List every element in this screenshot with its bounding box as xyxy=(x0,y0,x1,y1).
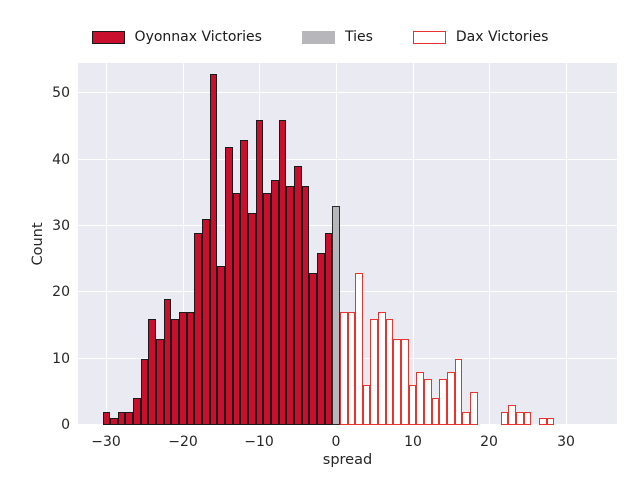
gridline-y-50 xyxy=(78,92,617,93)
y-tick-label-40: 40 xyxy=(52,152,70,168)
bar-dax-victories-x4 xyxy=(363,385,370,425)
bar-dax-victories-x3 xyxy=(355,273,363,425)
x-tick-label-30: 30 xyxy=(557,434,575,450)
legend-label: Oyonnax Victories xyxy=(134,29,262,45)
x-axis-label: spread xyxy=(322,452,373,468)
bar-dax-victories-x18 xyxy=(470,392,478,425)
bar-oyonnax-victories-x-14 xyxy=(225,147,233,425)
bar-dax-victories-x28 xyxy=(547,418,554,425)
bar-oyonnax-victories-x-10 xyxy=(256,120,263,425)
legend-label: Dax Victories xyxy=(455,29,549,45)
bar-dax-victories-x23 xyxy=(508,405,516,425)
legend-swatch-ties xyxy=(301,30,335,44)
bar-dax-victories-x8 xyxy=(393,339,401,425)
bar-dax-victories-x7 xyxy=(386,319,393,425)
bar-oyonnax-victories-x-15 xyxy=(217,266,225,425)
gridline-y-30 xyxy=(78,225,617,226)
bar-dax-victories-x16 xyxy=(455,359,462,425)
y-tick-label-0: 0 xyxy=(61,417,70,433)
bar-oyonnax-victories-x-1 xyxy=(325,233,332,425)
bar-dax-victories-x2 xyxy=(348,312,355,425)
bar-oyonnax-victories-x-12 xyxy=(240,140,248,425)
bar-oyonnax-victories-x-17 xyxy=(202,219,210,425)
bar-oyonnax-victories-x-6 xyxy=(286,186,294,425)
bar-dax-victories-x9 xyxy=(401,339,409,425)
bar-oyonnax-victories-x-22 xyxy=(164,299,171,425)
bar-oyonnax-victories-x-5 xyxy=(294,166,302,425)
gridline-x-30 xyxy=(566,63,567,425)
bar-oyonnax-victories-x-23 xyxy=(156,339,164,425)
bar-oyonnax-victories-x-26 xyxy=(133,398,141,425)
gridline-x--20 xyxy=(183,63,184,425)
bar-dax-victories-x11 xyxy=(416,372,424,425)
bar-dax-victories-x10 xyxy=(409,385,416,425)
x-tick-label-10: 10 xyxy=(404,434,422,450)
bar-oyonnax-victories-x-19 xyxy=(187,312,194,425)
bar-oyonnax-victories-x-13 xyxy=(233,193,240,425)
legend-item-ties: Ties xyxy=(301,27,373,47)
bar-ties-x0 xyxy=(332,206,340,425)
y-tick-label-10: 10 xyxy=(52,351,70,367)
bar-dax-victories-x25 xyxy=(524,412,531,425)
bar-oyonnax-victories-x-29 xyxy=(110,418,118,425)
x-tick-label-0: 0 xyxy=(331,434,341,450)
bar-oyonnax-victories-x-9 xyxy=(263,193,271,425)
bar-dax-victories-x27 xyxy=(539,418,547,425)
bar-dax-victories-x17 xyxy=(462,412,470,425)
gridline-y-40 xyxy=(78,159,617,160)
bar-oyonnax-victories-x-18 xyxy=(194,233,202,425)
legend-swatch-dax-victories xyxy=(412,30,446,44)
bar-dax-victories-x14 xyxy=(439,379,447,425)
legend-swatch-oyonnax-victories xyxy=(91,30,125,44)
bar-dax-victories-x5 xyxy=(370,319,378,425)
bar-dax-victories-x15 xyxy=(447,372,455,425)
gridline-y-20 xyxy=(78,291,617,292)
bar-oyonnax-victories-x-7 xyxy=(279,120,286,425)
gridline-x-20 xyxy=(489,63,490,425)
gridline-x-10 xyxy=(413,63,414,425)
bar-oyonnax-victories-x-20 xyxy=(179,312,187,425)
bar-dax-victories-x1 xyxy=(340,312,348,425)
bar-oyonnax-victories-x-25 xyxy=(141,359,148,425)
bar-oyonnax-victories-x-2 xyxy=(317,253,325,425)
x-tick-label--30: −30 xyxy=(91,434,121,450)
legend-item-oyonnax-victories: Oyonnax Victories xyxy=(91,27,262,47)
x-tick-label--10: −10 xyxy=(244,434,274,450)
bar-oyonnax-victories-x-3 xyxy=(309,273,317,425)
bar-oyonnax-victories-x-11 xyxy=(248,213,256,425)
bar-oyonnax-victories-x-8 xyxy=(271,180,279,425)
bar-dax-victories-x13 xyxy=(432,398,439,425)
bar-oyonnax-victories-x-28 xyxy=(118,412,125,425)
bar-oyonnax-victories-x-21 xyxy=(171,319,179,425)
legend-label: Ties xyxy=(344,29,373,45)
plot-area xyxy=(78,63,617,425)
gridline-x--30 xyxy=(106,63,107,425)
bar-oyonnax-victories-x-4 xyxy=(302,186,309,425)
legend: Oyonnax Victories Ties Dax Victories xyxy=(0,26,640,48)
x-tick-label-20: 20 xyxy=(480,434,498,450)
bar-oyonnax-victories-x-30 xyxy=(103,412,110,425)
legend-item-dax-victories: Dax Victories xyxy=(412,27,549,47)
bar-dax-victories-x24 xyxy=(516,412,524,425)
y-tick-label-50: 50 xyxy=(52,85,70,101)
y-tick-label-30: 30 xyxy=(52,218,70,234)
bar-dax-victories-x6 xyxy=(378,312,386,425)
bar-oyonnax-victories-x-16 xyxy=(210,74,217,425)
bar-dax-victories-x22 xyxy=(501,412,508,425)
bar-oyonnax-victories-x-24 xyxy=(148,319,156,425)
x-tick-label--20: −20 xyxy=(168,434,198,450)
y-tick-label-20: 20 xyxy=(52,284,70,300)
bar-oyonnax-victories-x-27 xyxy=(125,412,133,425)
bar-dax-victories-x12 xyxy=(424,379,432,425)
